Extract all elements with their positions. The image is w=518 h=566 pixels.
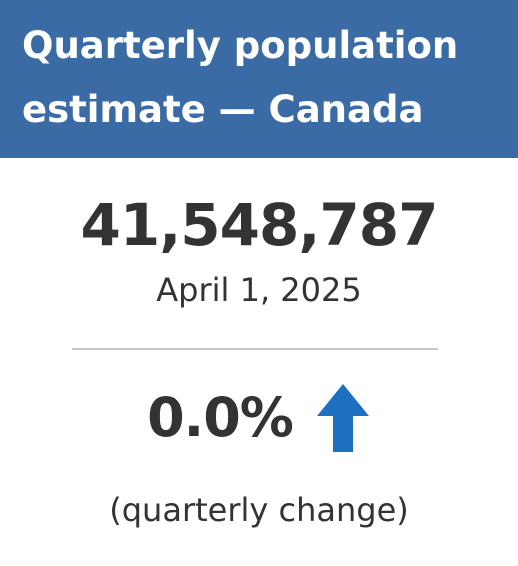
divider: [72, 348, 438, 350]
header-banner: Quarterly population estimate — Canada: [0, 0, 518, 158]
page-title: Quarterly population estimate — Canada: [22, 24, 459, 131]
quarterly-change-value: 0.0%: [147, 386, 294, 449]
population-estimate: 41,548,787: [80, 191, 439, 259]
quarterly-change-row: 0.0%: [0, 378, 518, 458]
quarterly-change-label: (quarterly change): [109, 491, 409, 529]
arrow-up-icon: [316, 384, 369, 452]
reference-date: April 1, 2025: [156, 271, 362, 309]
